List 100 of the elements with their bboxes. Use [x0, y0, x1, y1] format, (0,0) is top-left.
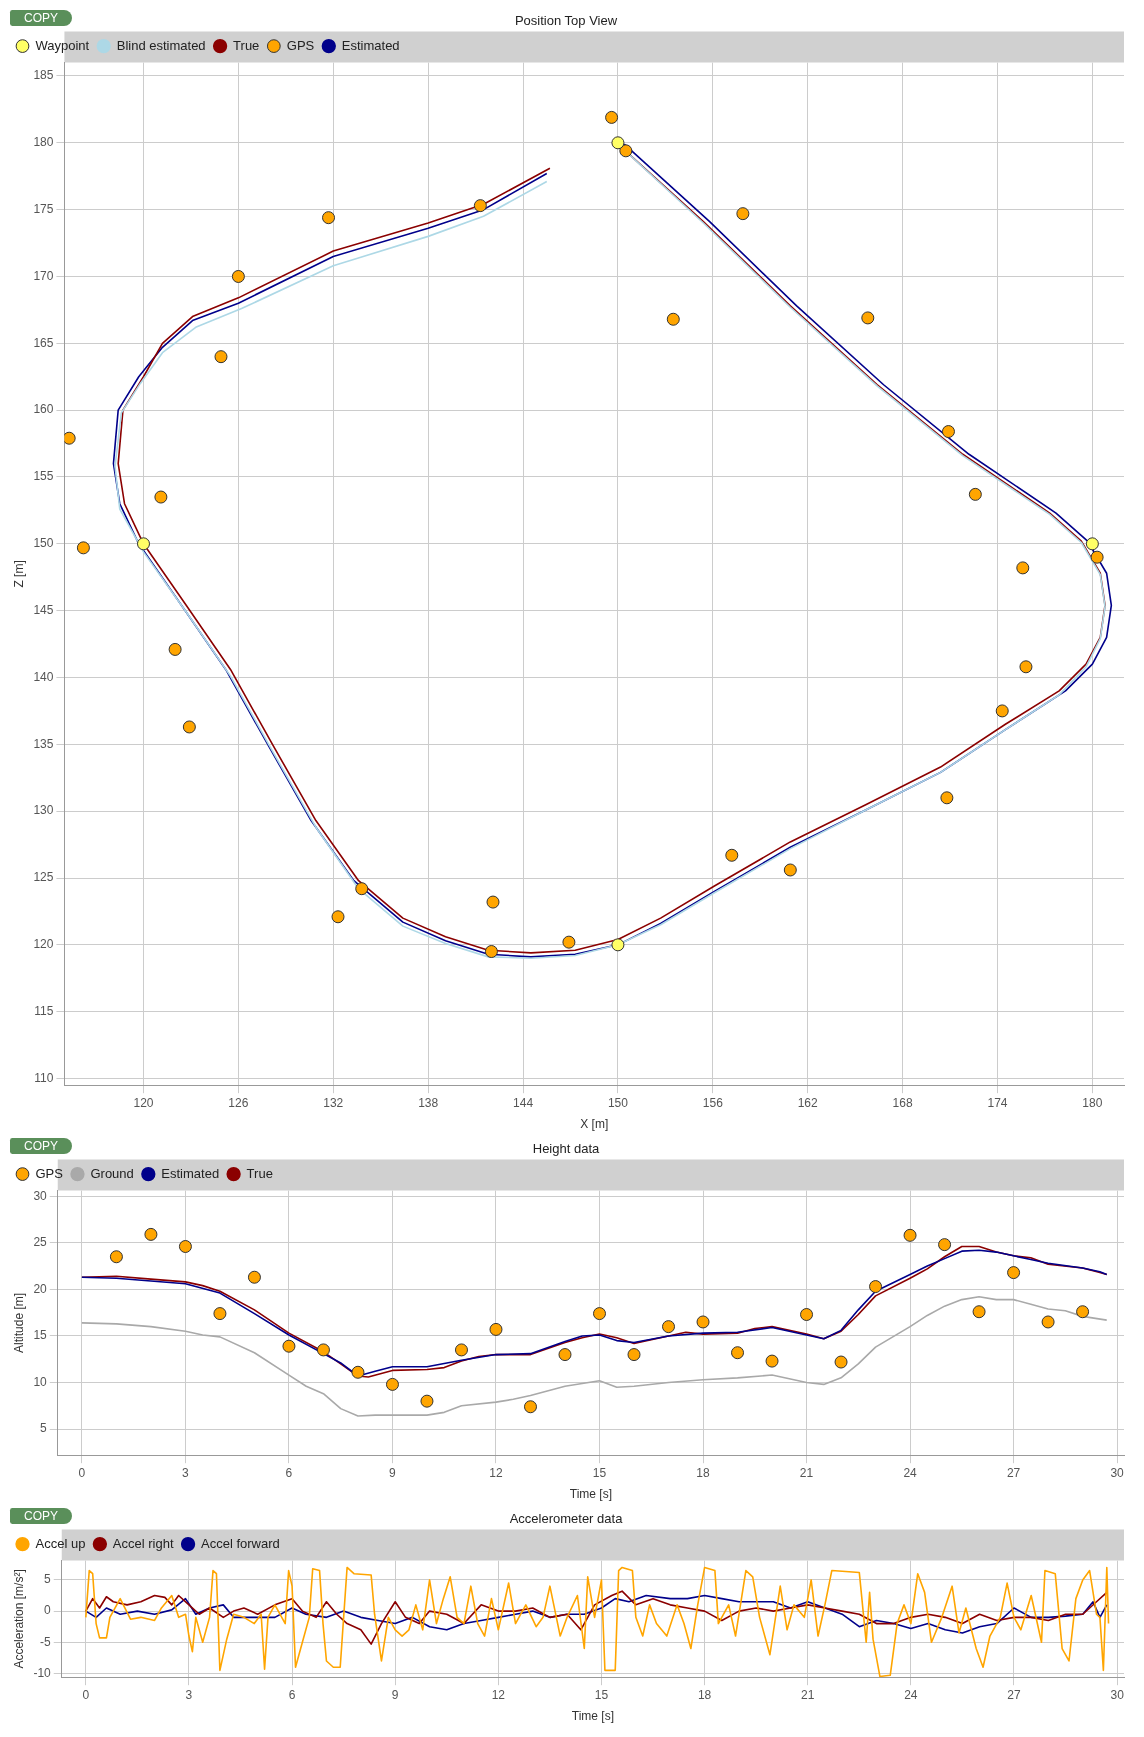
- y-tick-label: 140: [33, 669, 54, 684]
- point: [627, 1348, 641, 1362]
- legend-label: Accel right: [112, 1535, 174, 1551]
- y-tick-label: 30: [33, 1188, 48, 1203]
- x-tick-label: 144: [513, 1095, 534, 1110]
- x-tick-label: 24: [904, 1687, 918, 1702]
- x-tick-label: 3: [182, 1465, 190, 1480]
- y-tick-label: 125: [33, 870, 54, 885]
- x-tick-label: 18: [697, 1687, 712, 1702]
- y-tick-label: 180: [33, 135, 54, 150]
- point: [938, 1238, 952, 1252]
- legend-label: Estimated: [161, 1165, 220, 1181]
- point: [605, 110, 619, 124]
- y-tick-label: 115: [34, 1003, 54, 1018]
- point: [214, 350, 228, 364]
- point: [454, 1343, 468, 1357]
- point: [331, 910, 345, 924]
- y-tick-label: 130: [33, 803, 54, 818]
- point: [562, 935, 576, 949]
- x-tick-label: 180: [1082, 1095, 1103, 1110]
- point: [182, 720, 196, 734]
- point: [76, 541, 90, 555]
- x-tick-label: 156: [702, 1095, 724, 1110]
- x-tick-label: 168: [892, 1095, 913, 1110]
- point: [154, 490, 168, 504]
- point: [1076, 1305, 1090, 1319]
- point: [968, 487, 982, 501]
- x-tick-label: 18: [696, 1465, 711, 1480]
- x-tick-label: 15: [592, 1465, 607, 1480]
- x-tick-label: 6: [288, 1687, 296, 1702]
- point: [940, 791, 954, 805]
- x-tick-label: 9: [391, 1687, 399, 1702]
- legend-label: Blind estimated: [116, 37, 206, 53]
- legend-label: GPS: [35, 1165, 64, 1181]
- legend-label: GPS: [286, 37, 315, 53]
- point: [178, 1240, 192, 1253]
- x-tick-label: 138: [418, 1095, 439, 1110]
- point: [666, 312, 680, 326]
- point: [322, 211, 336, 225]
- chart-title: Position Top View: [514, 13, 618, 29]
- y-tick-label: -10: [33, 1665, 52, 1680]
- x-tick-label: 0: [78, 1465, 86, 1480]
- point: [351, 1365, 365, 1379]
- point: [144, 1227, 158, 1241]
- legend-label: Accel up: [35, 1535, 86, 1551]
- point: [231, 269, 245, 283]
- x-tick-label: 6: [285, 1465, 293, 1480]
- x-axis-title: Time [s]: [571, 1709, 614, 1724]
- point: [247, 1270, 261, 1284]
- x-tick-label: 174: [987, 1095, 1008, 1110]
- x-tick-label: 0: [82, 1687, 90, 1702]
- point: [473, 199, 487, 213]
- x-tick-label: 12: [491, 1687, 506, 1702]
- x-axis-title: X [m]: [580, 1117, 609, 1132]
- point: [662, 1320, 676, 1334]
- point: [523, 1400, 537, 1414]
- y-tick-label: 185: [33, 68, 54, 83]
- point: [1019, 660, 1033, 674]
- legend-label: Accel forward: [201, 1535, 280, 1551]
- y-tick-label: 160: [33, 402, 54, 417]
- point: [1090, 550, 1104, 564]
- x-tick-label: 30: [1110, 1687, 1125, 1702]
- point: [593, 1307, 606, 1321]
- y-tick-label: 165: [33, 335, 54, 350]
- x-tick-label: 9: [389, 1465, 397, 1480]
- y-tick-label: 120: [33, 937, 54, 952]
- point: [385, 1377, 399, 1391]
- point: [736, 207, 750, 221]
- y-tick-label: 175: [33, 201, 54, 216]
- point: [213, 1307, 227, 1321]
- point: [486, 895, 500, 909]
- x-tick-label: 21: [799, 1465, 814, 1480]
- x-tick-label: 132: [323, 1095, 344, 1110]
- point: [834, 1355, 848, 1369]
- legend-label: Estimated: [341, 37, 400, 53]
- point: [941, 425, 955, 439]
- y-tick-label: 145: [33, 602, 54, 617]
- point: [731, 1346, 745, 1360]
- point: [489, 1322, 503, 1336]
- x-tick-label: 27: [1006, 1465, 1021, 1480]
- y-tick-label: 0: [44, 1603, 52, 1618]
- y-axis-title: Z [m]: [11, 560, 26, 588]
- y-tick-label: 135: [33, 736, 54, 751]
- y-tick-label: 10: [33, 1374, 48, 1389]
- y-tick-label: 170: [33, 268, 54, 283]
- legend-label: Ground: [90, 1165, 134, 1181]
- point: [725, 848, 739, 862]
- point: [765, 1354, 779, 1368]
- point: [800, 1308, 814, 1322]
- y-tick-label: 155: [33, 469, 54, 484]
- x-tick-label: 21: [801, 1687, 815, 1702]
- point: [611, 938, 625, 952]
- chart-title: Height data: [532, 1141, 601, 1157]
- x-tick-label: 120: [133, 1095, 154, 1110]
- text: COPY: [10, 1508, 73, 1524]
- x-tick-label: 3: [185, 1687, 193, 1702]
- y-axis-title: Acceleration [m/s²]: [11, 1569, 26, 1669]
- point: [484, 945, 498, 959]
- x-tick-label: 15: [594, 1687, 609, 1702]
- point: [1041, 1315, 1055, 1329]
